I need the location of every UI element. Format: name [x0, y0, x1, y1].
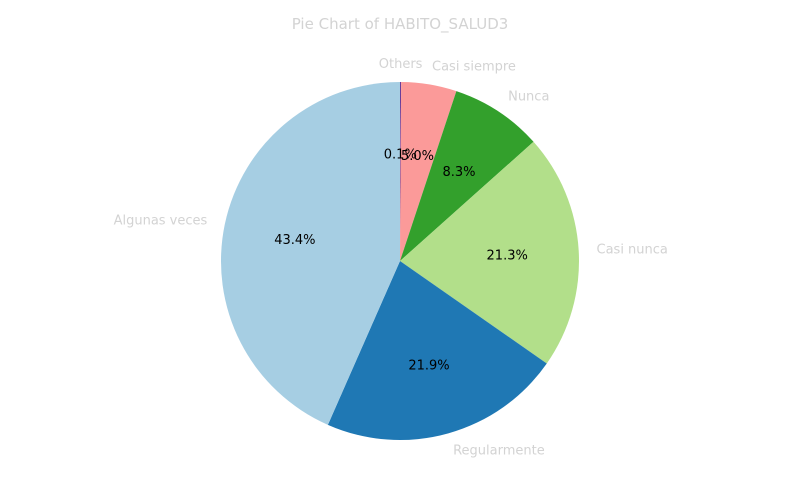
slice-pct-nunca: 8.3% — [442, 165, 475, 180]
slice-label-others: Others — [379, 57, 423, 72]
slice-label-nunca: Nunca — [508, 89, 549, 104]
pie-slices — [220, 81, 580, 441]
pie-slice-regularmente — [327, 261, 547, 441]
slice-pct-algunas-veces: 43.4% — [274, 233, 315, 248]
slice-pct-casi-siempre: 5.0% — [401, 149, 434, 164]
slice-label-algunas-veces: Algunas veces — [114, 214, 208, 229]
pie-slice-others — [400, 81, 402, 262]
slice-label-regularmente: Regularmente — [453, 444, 545, 459]
chart-title: Pie Chart of HABITO_SALUD3 — [292, 15, 509, 34]
slice-pct-regularmente: 21.9% — [408, 358, 449, 373]
pie-slice-casi-siempre — [400, 82, 457, 261]
slice-label-casi-nunca: Casi nunca — [597, 242, 668, 257]
pie-slice-nunca — [400, 91, 534, 261]
slice-pct-casi-nunca: 21.3% — [487, 249, 528, 264]
slice-pct-others: 0.1% — [384, 148, 417, 163]
pie-slice-algunas-veces — [220, 81, 400, 425]
slice-label-casi-siempre: Casi siempre — [432, 60, 516, 75]
pie-slice-casi-nunca — [400, 141, 580, 364]
pie-labels: Others 0.1% Casi siempre 5.0% Nunca 8.3% Casi … — [114, 57, 668, 459]
